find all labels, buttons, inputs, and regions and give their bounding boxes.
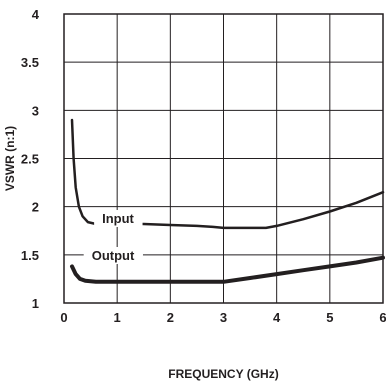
series-label-bg bbox=[83, 247, 143, 264]
y-tick-label: 2 bbox=[32, 200, 39, 215]
x-tick-label: 2 bbox=[167, 310, 174, 325]
y-tick-label: 2.5 bbox=[21, 152, 39, 167]
y-axis-title: VSWR (n:1) bbox=[3, 126, 17, 191]
x-tick-labels: 0 1 2 3 4 5 6 bbox=[60, 310, 386, 325]
series-label-input: Input bbox=[102, 211, 134, 226]
series-label-bg bbox=[94, 210, 143, 227]
y-tick-label: 3.5 bbox=[21, 55, 39, 70]
y-tick-label: 4 bbox=[32, 7, 40, 22]
series-labels: Input Output bbox=[83, 210, 143, 264]
series-line-input bbox=[70, 118, 385, 230]
series-line-output bbox=[70, 255, 385, 284]
y-tick-label: 1.5 bbox=[21, 248, 39, 263]
y-tick-labels: 1 1.5 2 2.5 3 3.5 4 bbox=[21, 7, 40, 311]
x-tick-label: 6 bbox=[379, 310, 386, 325]
x-tick-label: 3 bbox=[220, 310, 227, 325]
x-tick-label: 5 bbox=[326, 310, 333, 325]
plot-frame bbox=[63, 13, 384, 304]
series-label-output: Output bbox=[92, 248, 135, 263]
series-lines bbox=[70, 118, 385, 284]
x-axis-title: FREQUENCY (GHz) bbox=[168, 367, 278, 381]
y-tick-label: 1 bbox=[32, 296, 39, 311]
x-tick-label: 1 bbox=[114, 310, 121, 325]
x-tick-label: 0 bbox=[60, 310, 67, 325]
x-tick-label: 4 bbox=[273, 310, 281, 325]
y-tick-label: 3 bbox=[32, 103, 39, 118]
